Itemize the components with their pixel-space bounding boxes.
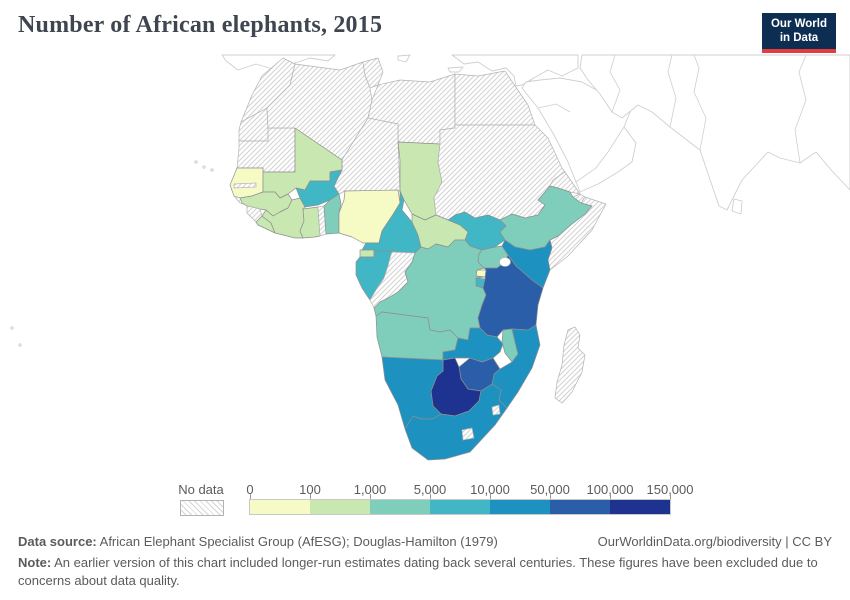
background-border-line <box>693 54 707 151</box>
legend-color-bar <box>249 499 671 515</box>
country-burkina-faso[interactable] <box>295 169 343 208</box>
legend-tick-label: 150,000 <box>646 482 694 497</box>
legend-bin-swatch[interactable] <box>370 500 430 514</box>
owid-logo[interactable]: Our World in Data <box>762 13 836 53</box>
country-benin[interactable] <box>323 193 342 235</box>
small-island <box>18 343 22 347</box>
small-island <box>210 168 214 172</box>
background-border-line <box>667 54 677 128</box>
country-equatorial-guinea[interactable] <box>359 249 375 258</box>
legend-tick-label: 10,000 <box>470 482 510 497</box>
country-egypt[interactable] <box>454 70 536 126</box>
background-landmass-crete <box>447 66 464 73</box>
legend-tick-label: 1,000 <box>353 482 387 497</box>
legend-bin-swatch[interactable] <box>310 500 370 514</box>
legend-no-data-label: No data <box>178 482 224 497</box>
country-madagascar[interactable] <box>554 326 586 404</box>
legend-tick-mark <box>430 494 431 500</box>
background-border-line <box>794 54 807 164</box>
note-label: Note: <box>18 555 52 571</box>
legend-bin-swatch[interactable] <box>250 500 310 514</box>
legend-bin-swatch[interactable] <box>610 500 670 514</box>
background-border-line <box>575 126 625 183</box>
small-island <box>202 165 206 169</box>
background-border-line <box>537 103 571 113</box>
legend-no-data-swatch[interactable] <box>180 500 224 516</box>
africa-choropleth-map <box>10 54 850 461</box>
country-gambia[interactable] <box>233 182 257 189</box>
chart-footer: Data source: African Elephant Specialist… <box>18 533 832 591</box>
lake-victoria <box>499 257 511 267</box>
small-island <box>10 326 14 330</box>
legend-tick-label: 0 <box>246 482 254 497</box>
chart-note: Note: An earlier version of this chart i… <box>18 554 832 590</box>
country-eswatini[interactable] <box>491 404 501 416</box>
legend-tick-label: 100 <box>299 482 321 497</box>
country-cote-divoire[interactable] <box>261 197 306 239</box>
country-south-africa[interactable] <box>404 383 508 461</box>
page-title: Number of African elephants, 2015 <box>18 12 383 38</box>
data-source-label: Data source: <box>18 534 97 549</box>
legend-tick-mark <box>610 494 611 500</box>
background-border-line <box>609 54 621 113</box>
legend-tick-label: 100,000 <box>586 482 634 497</box>
small-island <box>194 160 198 164</box>
legend-tick-mark <box>550 494 551 500</box>
note-text: An earlier version of this chart include… <box>18 555 818 589</box>
background-landmass-levant-turkey <box>451 54 579 87</box>
country-zambia[interactable] <box>442 327 504 363</box>
legend-tick-mark <box>670 494 671 500</box>
legend-bin-swatch[interactable] <box>430 500 490 514</box>
legend-tick-mark <box>370 494 371 500</box>
background-landmass-south-asia <box>579 54 850 211</box>
legend-bin-swatch[interactable] <box>490 500 550 514</box>
country-lesotho[interactable] <box>461 427 475 441</box>
legend-tick-label: 5,000 <box>413 482 447 497</box>
map-legend: No data 0 100 1,000 5,000 10,000 50,000 100,00… <box>0 480 850 520</box>
owid-logo-line2: in Data <box>779 32 819 45</box>
owid-link[interactable]: OurWorldinData.org/biodiversity | CC BY <box>597 534 832 549</box>
background-landmass-arabian-peninsula <box>521 77 637 193</box>
owid-logo-line1: Our World <box>770 18 827 30</box>
background-landmass-sicily <box>397 54 411 63</box>
legend-bin-swatch[interactable] <box>550 500 610 514</box>
legend-tick-mark <box>310 494 311 500</box>
legend-tick-mark <box>250 494 251 500</box>
legend-tick-label: 50,000 <box>530 482 570 497</box>
background-landmass-sri-lanka <box>731 198 743 215</box>
data-source-line: Data source: African Elephant Specialist… <box>18 533 498 551</box>
data-source-text: African Elephant Specialist Group (AfESG… <box>96 534 498 549</box>
legend-tick-mark <box>490 494 491 500</box>
